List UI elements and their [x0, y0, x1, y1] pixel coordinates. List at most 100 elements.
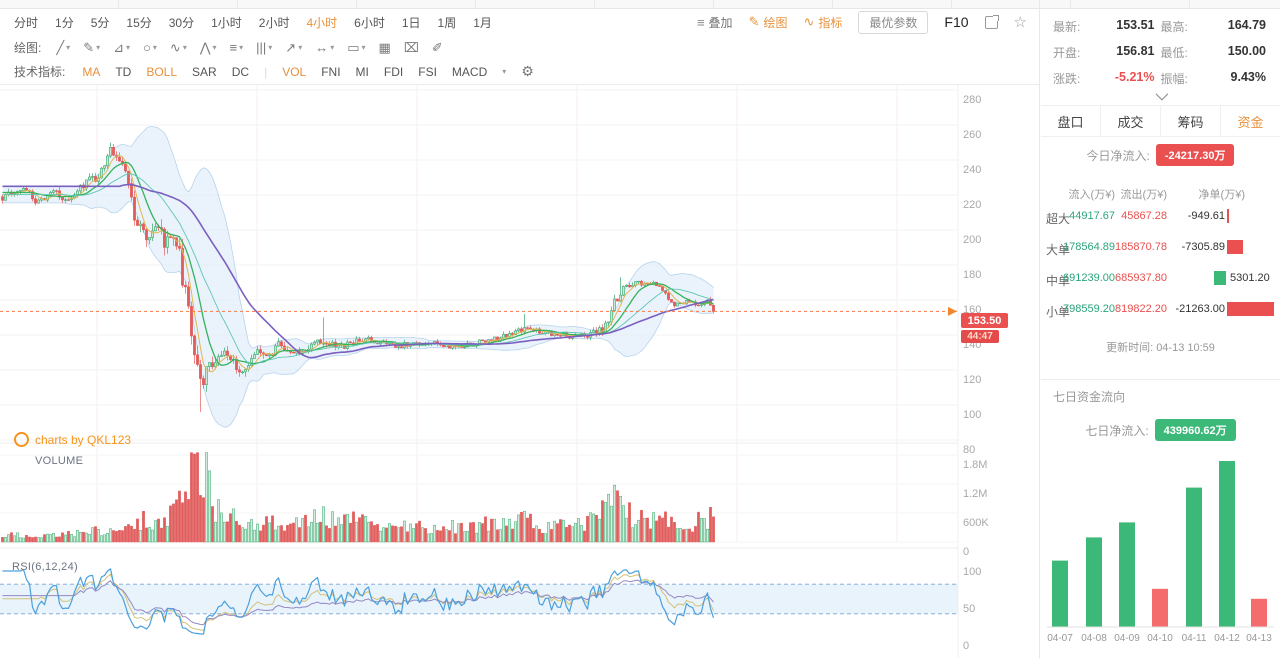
callout-icon: ▭ — [347, 39, 360, 55]
timeframe-1周[interactable]: 1周 — [437, 15, 457, 30]
indicator-FDI[interactable]: FDI — [383, 64, 404, 79]
favorite-star-icon[interactable]: ☆ — [1013, 13, 1027, 31]
tool-measure[interactable]: ↔ ▾ — [315, 41, 334, 54]
volume-tick: 1.8M — [963, 459, 988, 471]
tool-hide-drawings[interactable]: ✐ — [432, 41, 443, 54]
timeframe-6小时[interactable]: 6小时 — [354, 15, 385, 30]
overlay-button[interactable]: ≡ 叠加 — [697, 14, 733, 31]
indicator-VOL[interactable]: VOL — [282, 64, 307, 79]
fund-flow-table: 流入(万¥) 流出(万¥) 净单(万¥) 超大 44917.67 45867.28 -949… — [1041, 186, 1280, 326]
tool-xabcd-pattern[interactable]: ⋀ ▾ — [200, 41, 217, 54]
timeframe-分时[interactable]: 分时 — [14, 15, 39, 30]
draw-button[interactable]: ✎ 绘图 — [749, 14, 788, 31]
flow-net-bar — [1227, 302, 1275, 316]
timeframe-1小时[interactable]: 1小时 — [211, 15, 242, 30]
flow-row-label: 超大 — [1046, 212, 1071, 226]
flow-header-net: 净单(万¥) — [1198, 189, 1245, 201]
flow-net-value: -949.61 — [1187, 210, 1225, 222]
indicator-MI[interactable]: MI — [355, 64, 369, 79]
flow-table-row: 中单 691239.00 685937.80 5301.20 — [1041, 264, 1280, 295]
price-tick: 200 — [963, 234, 982, 246]
flow-outflow-value: 685937.80 — [1115, 272, 1167, 284]
tool-trash[interactable]: ⌧ — [404, 41, 419, 54]
trend-line-icon: ╱ — [56, 39, 65, 55]
tab-筹码[interactable]: 筹码 — [1160, 106, 1220, 136]
indicator-SAR[interactable]: SAR — [192, 64, 217, 79]
more-indicators-caret[interactable]: ▾ — [502, 67, 507, 76]
quote-label: 最高: — [1160, 20, 1188, 34]
indicator-FNI[interactable]: FNI — [321, 64, 341, 79]
indicator-BOLL[interactable]: BOLL — [146, 64, 178, 79]
tab-资金[interactable]: 资金 — [1220, 106, 1280, 136]
rsi-tick: 0 — [963, 640, 970, 652]
price-tick: 100 — [963, 409, 982, 421]
timeframe-4小时[interactable]: 4小时 — [306, 15, 338, 30]
tool-shape-circle[interactable]: ○ ▾ — [143, 41, 157, 54]
f10-button[interactable]: F10 — [944, 14, 969, 30]
seven-day-net-badge: 439960.62万 — [1154, 419, 1236, 441]
timeframe-30分[interactable]: 30分 — [168, 15, 195, 30]
right-panel: 最新: 153.51 最高: 164.79 开盘: 156.81 最低: 150.00 涨跌: -… — [1041, 9, 1280, 658]
flow-net-value: 5301.20 — [1230, 272, 1270, 284]
tab-盘口[interactable]: 盘口 — [1057, 114, 1084, 130]
fullscreen-icon[interactable] — [984, 14, 999, 29]
volume-tick: 1.2M — [963, 488, 988, 500]
indicator-TD[interactable]: TD — [115, 64, 132, 79]
seven-day-bar — [1052, 560, 1068, 627]
flow-net-bar — [1227, 209, 1230, 223]
seven-day-bar-chart: 04-07 04-08 04-09 04-10 04-11 04-12 04-13 — [1047, 461, 1274, 644]
indicator-MACD[interactable]: MACD — [451, 64, 488, 79]
main-indicator-list: MA TD BOLL SAR DC — [82, 65, 249, 79]
tool-pattern-triangle[interactable]: ⊿ ▾ — [113, 41, 130, 54]
tool-callout[interactable]: ▭ ▾ — [347, 41, 365, 54]
timeframe-5分[interactable]: 5分 — [90, 15, 110, 30]
tool-wave-line[interactable]: ∿ ▾ — [170, 41, 187, 54]
quote-value: 156.81 — [1116, 44, 1155, 58]
tool-vertical-lines[interactable]: ||| ▾ — [256, 41, 272, 54]
layers-icon: ≡ — [696, 14, 705, 30]
tool-trend-line[interactable]: ╱ ▾ — [56, 41, 70, 54]
tool-brush[interactable]: ✎ ▾ — [83, 41, 100, 54]
tab-成交[interactable]: 成交 — [1100, 106, 1160, 136]
vertical-lines-icon: ||| — [256, 39, 267, 55]
volume-profile-icon: ▦ — [378, 39, 391, 55]
timeframe-15分[interactable]: 15分 — [126, 15, 152, 30]
trash-icon: ⌧ — [403, 39, 419, 55]
quote-value: 153.51 — [1116, 18, 1155, 32]
quote-label: 最低: — [1160, 46, 1188, 60]
watermark-text: charts by QKL123 — [35, 432, 132, 447]
tool-text-note[interactable]: ≡ ▾ — [230, 41, 244, 54]
quote-value: 150.00 — [1227, 44, 1266, 58]
timeframe-1日[interactable]: 1日 — [401, 15, 421, 30]
panel-tabs: 盘口 成交 筹码 资金 — [1041, 105, 1280, 137]
indicator-DC[interactable]: DC — [231, 64, 250, 79]
timeframe-1分[interactable]: 1分 — [55, 15, 74, 30]
tool-arrow[interactable]: ↗ ▾ — [285, 41, 302, 54]
indicator-FSI[interactable]: FSI — [418, 64, 437, 79]
price-tick: 180 — [963, 269, 982, 281]
flow-row-label: 中单 — [1046, 274, 1071, 288]
collapse-quote-button[interactable] — [1041, 87, 1280, 103]
dropdown-caret-icon: ▾ — [298, 42, 303, 52]
timeframe-1月[interactable]: 1月 — [473, 15, 492, 30]
drawing-toolbar-label: 绘图: — [14, 40, 42, 55]
timeframe-2小时[interactable]: 2小时 — [258, 15, 290, 30]
indicator-button[interactable]: ∿ 指标 — [803, 14, 842, 31]
current-price-tag: 153.50 — [961, 313, 1008, 328]
seven-day-bar — [1086, 537, 1102, 627]
dropdown-caret-icon: ▾ — [268, 42, 273, 52]
indicator-MA[interactable]: MA — [82, 64, 101, 79]
tool-volume-profile[interactable]: ▦ — [379, 41, 391, 54]
seven-day-date-label: 04-08 — [1081, 633, 1107, 644]
price-tick: 260 — [963, 129, 982, 141]
indicator-settings-gear-icon[interactable]: ⚙ — [521, 63, 534, 79]
seven-day-bar — [1186, 487, 1202, 627]
flow-outflow-value: 819822.20 — [1115, 303, 1167, 315]
best-params-button[interactable]: 最优参数 — [858, 10, 929, 34]
quote-label: 最新: — [1053, 20, 1081, 34]
seven-day-date-label: 04-09 — [1114, 633, 1140, 644]
candlestick-chart-canvas[interactable] — [0, 85, 1039, 658]
quote-label: 涨跌: — [1053, 72, 1081, 86]
indicator-separator: | — [264, 64, 268, 79]
flow-header-inflow: 流入(万¥) — [1068, 189, 1115, 201]
